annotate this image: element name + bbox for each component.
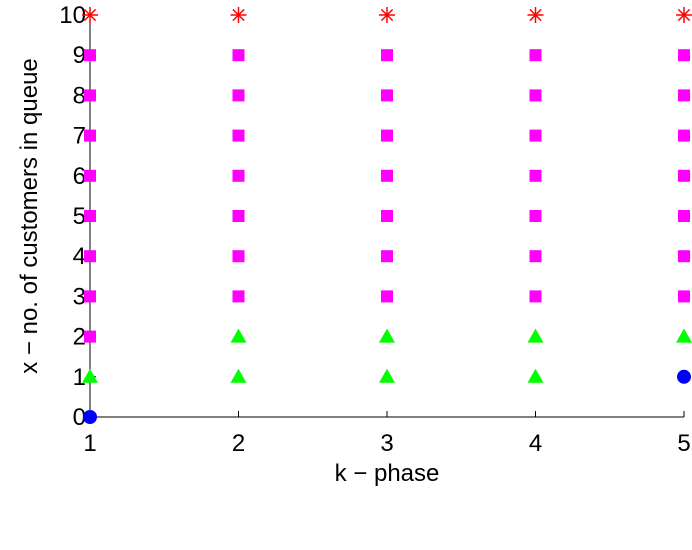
data-point-square	[529, 169, 542, 182]
data-point-square	[232, 129, 245, 142]
data-point-square	[232, 49, 245, 62]
data-point-square	[232, 290, 245, 303]
x-tick-label: 1	[83, 430, 96, 457]
data-point-asterisk	[676, 7, 692, 23]
y-tick-label: 10	[59, 2, 86, 29]
y-tick-label: 7	[73, 123, 86, 150]
data-point-triangle	[676, 328, 692, 343]
x-ticks: 1 2 3 4 5	[83, 411, 691, 457]
y-tick-label: 2	[73, 324, 86, 351]
data-point-asterisk	[82, 7, 98, 23]
data-point-square	[678, 169, 690, 182]
data-point-square	[381, 89, 393, 102]
data-point-square	[84, 169, 96, 182]
data-point-square	[529, 129, 542, 142]
markers	[82, 7, 692, 424]
data-point-triangle	[82, 368, 98, 383]
y-tick-label: 4	[73, 243, 86, 270]
data-point-square	[84, 210, 96, 222]
x-tick-label: 2	[232, 430, 245, 457]
data-point-triangle	[379, 368, 395, 383]
x-tick-label: 3	[380, 430, 393, 457]
data-point-square	[529, 49, 542, 62]
data-point-square	[529, 250, 542, 263]
data-point-square	[678, 49, 690, 62]
data-point-square	[232, 210, 245, 222]
x-axis-title: k − phase	[335, 460, 440, 487]
data-point-triangle	[230, 328, 247, 343]
data-point-square	[232, 169, 245, 182]
y-ticks: 0 1 2 3 4 5 6 7 8 9 10	[59, 2, 96, 431]
data-point-circle	[677, 369, 691, 384]
data-point-triangle	[379, 328, 395, 343]
y-tick-label: 1	[73, 364, 86, 391]
data-point-square	[84, 89, 96, 102]
data-point-square	[232, 89, 245, 102]
data-point-square	[678, 290, 690, 303]
data-point-square	[232, 250, 245, 263]
data-point-square	[84, 49, 96, 62]
x-tick-label: 5	[677, 430, 690, 457]
y-tick-label: 3	[73, 283, 86, 310]
data-point-asterisk	[230, 7, 247, 23]
data-point-square	[84, 129, 96, 142]
data-point-square	[529, 89, 542, 102]
data-point-square	[84, 330, 96, 343]
data-point-square	[381, 169, 393, 182]
data-point-asterisk	[527, 7, 544, 23]
data-point-square	[381, 129, 393, 142]
data-point-triangle	[527, 328, 544, 343]
data-point-square	[529, 290, 542, 303]
x-tick-label: 4	[529, 430, 542, 457]
data-point-asterisk	[379, 7, 395, 23]
data-point-square	[529, 210, 542, 222]
data-point-square	[381, 290, 393, 303]
y-tick-label: 8	[73, 82, 86, 109]
data-point-circle	[83, 410, 97, 424]
data-point-triangle	[230, 368, 247, 383]
data-point-square	[84, 250, 96, 263]
y-tick-label: 6	[73, 163, 86, 190]
data-point-square	[84, 290, 96, 303]
data-point-square	[381, 210, 393, 222]
data-point-square	[678, 129, 690, 142]
y-tick-label: 9	[73, 42, 86, 69]
data-point-square	[678, 89, 690, 102]
y-tick-label: 0	[73, 404, 86, 431]
data-point-square	[678, 250, 690, 263]
y-tick-label: 5	[73, 203, 86, 230]
data-point-square	[381, 250, 393, 263]
y-axis-title: x − no. of customers in queue	[16, 58, 43, 374]
data-point-triangle	[527, 368, 544, 383]
data-point-square	[381, 49, 393, 62]
data-point-square	[678, 210, 690, 222]
